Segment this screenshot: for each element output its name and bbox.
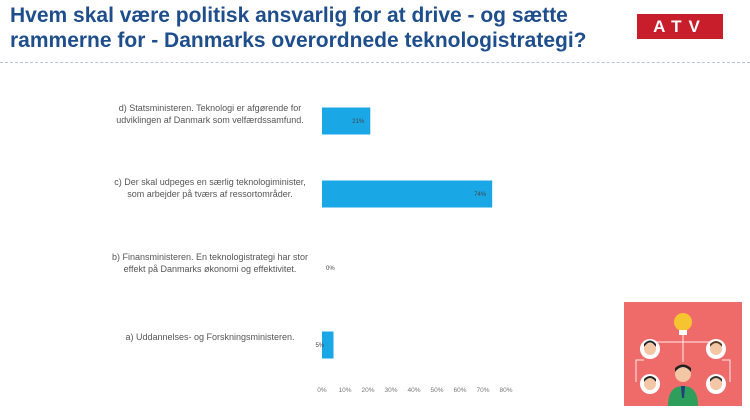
title-divider [0, 62, 750, 63]
x-tick-label: 30% [384, 387, 397, 394]
illustration-people-lightbulb [624, 302, 742, 406]
person-icon [706, 339, 726, 359]
person-icon [640, 374, 660, 394]
x-tick-label: 10% [338, 387, 351, 394]
bar-0 [322, 107, 371, 135]
x-tick-label: 0% [317, 387, 327, 394]
person-icon [706, 374, 726, 394]
person-icon [668, 364, 698, 406]
value-label-2: 0% [326, 266, 335, 272]
bar-1 [322, 180, 493, 208]
category-label-d: d) Statsministeren. Teknologi er afgøren… [116, 103, 304, 125]
x-tick-label: 70% [476, 387, 489, 394]
x-tick-label: 60% [453, 387, 466, 394]
x-tick-label: 40% [407, 387, 420, 394]
category-label-c: c) Der skal udpeges en særlig teknologim… [114, 177, 306, 199]
x-tick-label: 50% [430, 387, 443, 394]
lightbulb-icon [674, 313, 692, 331]
bar-3 [322, 331, 334, 359]
x-tick-label: 80% [499, 387, 512, 394]
chart-title: Hvem skal være politisk ansvarlig for at… [10, 4, 587, 52]
person-icon [640, 339, 660, 359]
x-tick-label: 20% [361, 387, 374, 394]
value-label-1: 74% [474, 192, 487, 198]
atv-logo: ATV [637, 14, 723, 39]
category-label-a: a) Uddannelses- og Forskningsministeren. [125, 332, 295, 342]
category-label-b: b) Finansministeren. En teknologistrateg… [111, 252, 309, 274]
value-label-0: 21% [352, 119, 365, 125]
value-label-3: 5% [316, 343, 325, 349]
